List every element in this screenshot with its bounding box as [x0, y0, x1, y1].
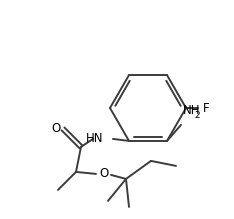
- Text: O: O: [51, 122, 61, 135]
- Text: 2: 2: [194, 111, 200, 120]
- Text: HN: HN: [85, 132, 103, 145]
- Text: NH: NH: [183, 104, 201, 117]
- Text: O: O: [99, 167, 109, 180]
- Text: F: F: [203, 101, 210, 115]
